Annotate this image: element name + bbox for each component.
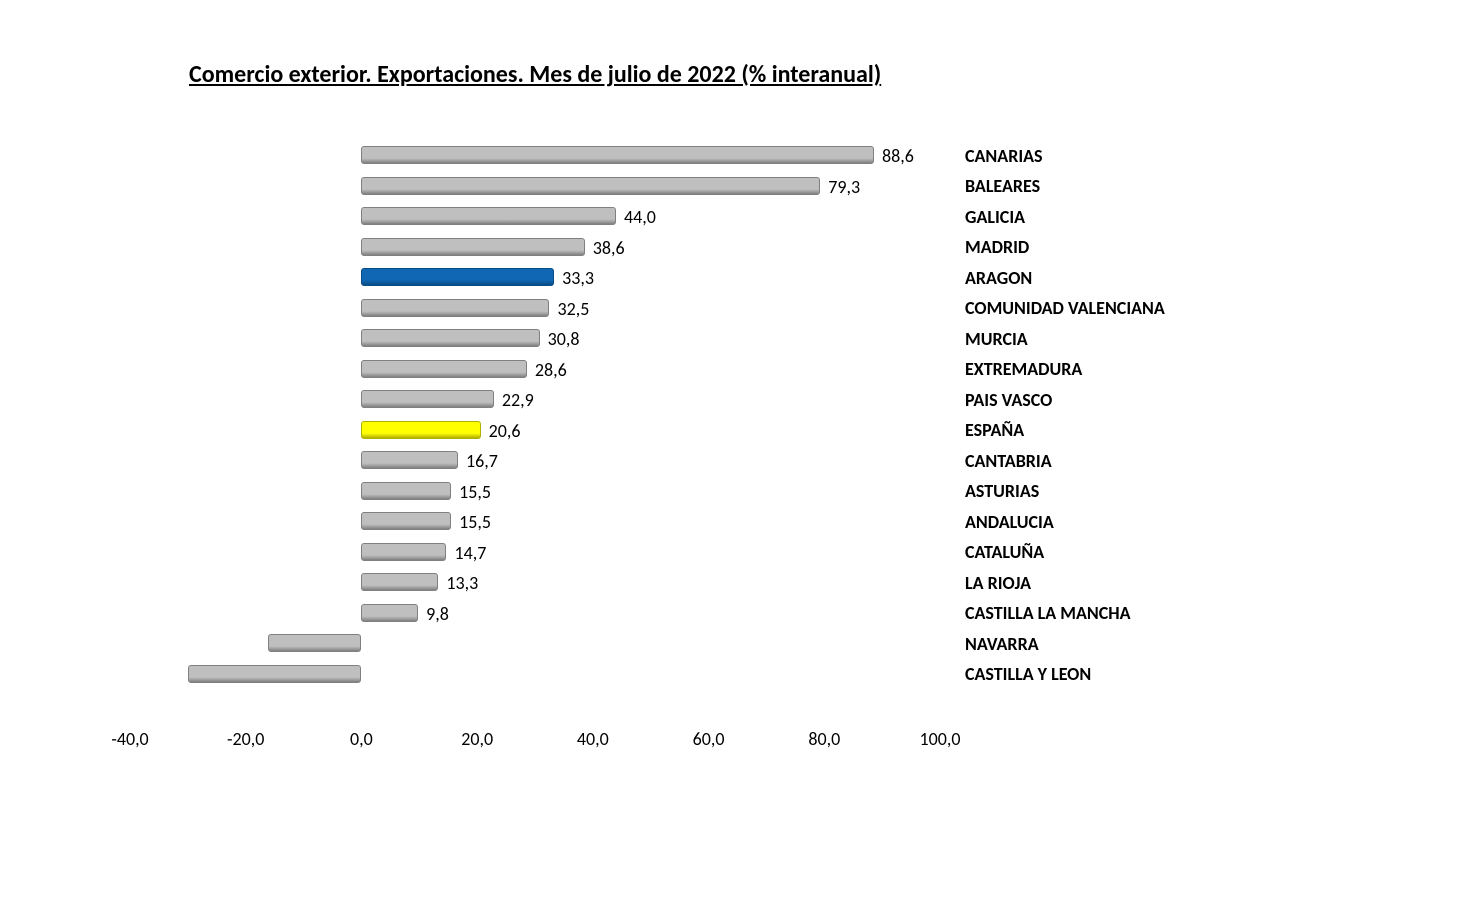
bar	[361, 268, 554, 286]
region-label: ANDALUCIA	[965, 511, 1054, 533]
region-label: ESPAÑA	[965, 419, 1024, 441]
region-label: ASTURIAS	[965, 480, 1039, 502]
bar-value-label: 22,9	[502, 389, 534, 411]
bar	[361, 299, 549, 317]
x-axis-tick: -20,0	[227, 728, 264, 750]
bar-value-label: 44,0	[624, 206, 656, 228]
bar	[361, 146, 874, 164]
bar-value-label: 13,3	[446, 572, 478, 594]
x-axis-tick: 0,0	[350, 728, 373, 750]
region-label: NAVARRA	[965, 633, 1039, 655]
bar-value-label: 32,5	[557, 298, 589, 320]
region-label: CANARIAS	[965, 145, 1043, 167]
bar	[268, 634, 361, 652]
bar	[361, 543, 446, 561]
bar	[361, 604, 418, 622]
bar-value-label: 14,7	[454, 542, 486, 564]
bar-value-label: 15,5	[459, 511, 491, 533]
bar	[361, 421, 480, 439]
bar-value-label: 15,5	[459, 481, 491, 503]
bar	[361, 360, 526, 378]
region-label: MURCIA	[965, 328, 1028, 350]
bar	[361, 177, 820, 195]
bar-value-label: 79,3	[828, 176, 860, 198]
region-label: MADRID	[965, 236, 1029, 258]
region-label: CANTABRIA	[965, 450, 1052, 472]
region-label: PAIS VASCO	[965, 389, 1052, 411]
bar	[361, 573, 438, 591]
bar-value-label: 33,3	[562, 267, 594, 289]
bar-value-label: 88,6	[882, 145, 914, 167]
bar-value-label: 30,8	[548, 328, 580, 350]
x-axis-tick: 40,0	[577, 728, 609, 750]
bar	[361, 512, 451, 530]
x-axis-tick: -40,0	[111, 728, 148, 750]
region-label: EXTREMADURA	[965, 358, 1082, 380]
region-label: LA RIOJA	[965, 572, 1031, 594]
bar-value-label: 20,6	[489, 420, 521, 442]
chart-title: Comercio exterior. Exportaciones. Mes de…	[189, 60, 881, 89]
bar-value-label: 9,8	[426, 603, 449, 625]
x-axis-tick: 20,0	[461, 728, 493, 750]
bar	[361, 238, 584, 256]
region-label: GALICIA	[965, 206, 1025, 228]
bar-value-label: 16,7	[466, 450, 498, 472]
bar	[188, 665, 362, 683]
bar-value-label: 28,6	[535, 359, 567, 381]
x-axis-tick: 80,0	[808, 728, 840, 750]
region-label: ARAGON	[965, 267, 1032, 289]
region-label: BALEARES	[965, 175, 1040, 197]
bar	[361, 482, 451, 500]
region-label: CASTILLA LA MANCHA	[965, 602, 1131, 624]
bar	[361, 390, 493, 408]
region-label: CASTILLA Y LEON	[965, 663, 1091, 685]
bar-value-label: 38,6	[593, 237, 625, 259]
bar	[361, 329, 539, 347]
region-label: CATALUÑA	[965, 541, 1044, 563]
bar	[361, 451, 458, 469]
x-axis-tick: 100,0	[920, 728, 961, 750]
region-label: COMUNIDAD VALENCIANA	[965, 297, 1165, 319]
bar	[361, 207, 616, 225]
x-axis-tick: 60,0	[693, 728, 725, 750]
